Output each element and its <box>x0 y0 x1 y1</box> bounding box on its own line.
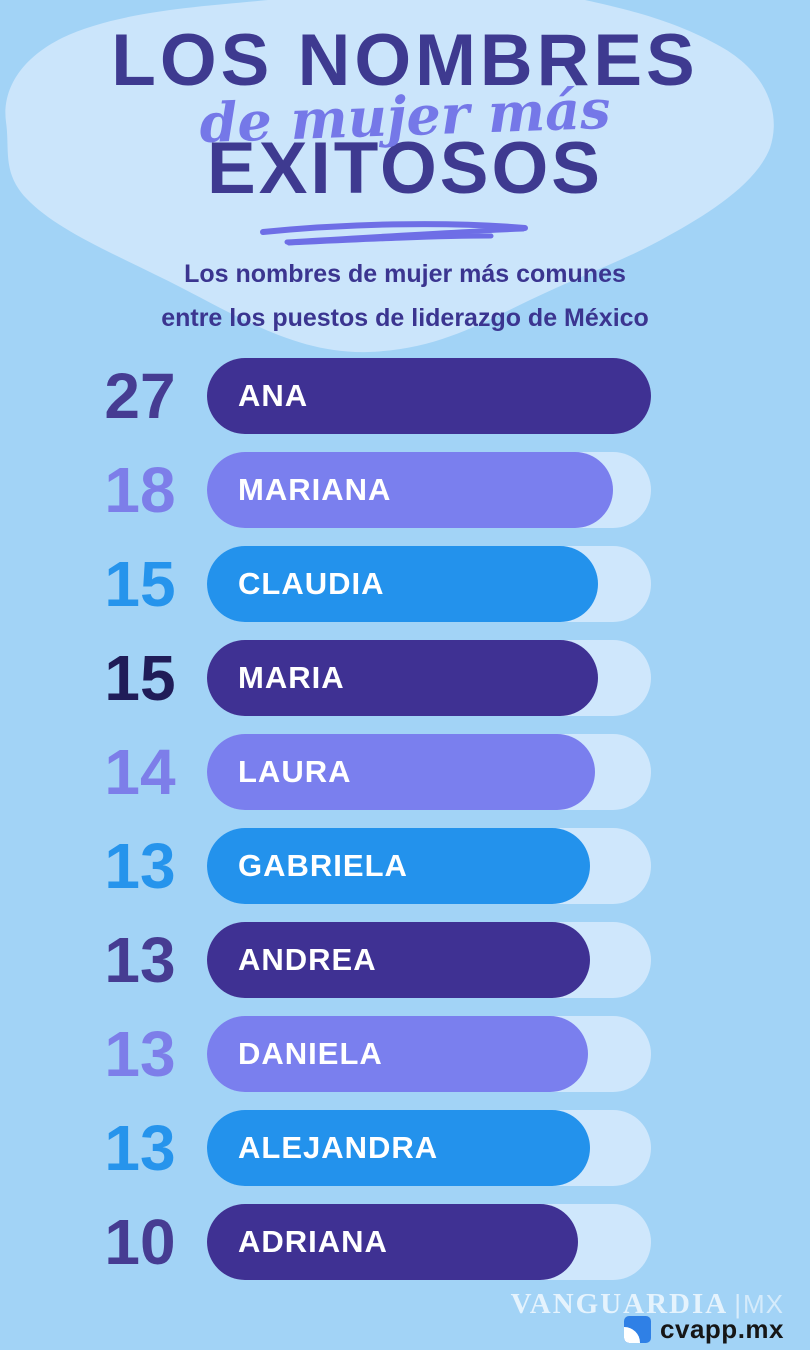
row-label: ADRIANA <box>238 1224 388 1259</box>
vanguardia-mx-text: MX <box>743 1289 784 1319</box>
row-bar: CLAUDIA <box>207 546 598 622</box>
row-value: 10 <box>104 1206 176 1278</box>
page-title-line2: EXITOSOS <box>207 128 603 210</box>
row-label: LAURA <box>238 754 352 789</box>
row-bar: GABRIELA <box>207 828 590 904</box>
chart-row: 13 ANDREA <box>0 913 810 1007</box>
chart-row: 18 MARIANA <box>0 443 810 537</box>
chart-row: 13 GABRIELA <box>0 819 810 913</box>
row-value: 13 <box>104 830 176 902</box>
row-bar: ADRIANA <box>207 1204 578 1280</box>
brand-separator: | <box>734 1289 741 1319</box>
subtitle-line2: entre los puestos de liderazgo de México <box>161 304 649 332</box>
row-label: MARIA <box>238 660 345 695</box>
row-label: ALEJANDRA <box>238 1130 439 1165</box>
chart-row: 15 MARIA <box>0 631 810 725</box>
page-title-line1: LOS NOMBRES <box>111 20 699 101</box>
row-label: ANDREA <box>238 942 377 977</box>
chart-row: 15 CLAUDIA <box>0 537 810 631</box>
vanguardia-logo: VANGUARDIA |MX <box>511 1288 784 1321</box>
row-bar: LAURA <box>207 734 595 810</box>
chart-row: 13 DANIELA <box>0 1007 810 1101</box>
row-value: 27 <box>104 360 176 432</box>
subtitle-line1: Los nombres de mujer más comunes <box>184 260 626 288</box>
row-value: 14 <box>104 736 176 808</box>
row-bar: MARIA <box>207 640 598 716</box>
row-bar: ANA <box>207 358 651 434</box>
row-bar: ALEJANDRA <box>207 1110 590 1186</box>
chart-row: 14 LAURA <box>0 725 810 819</box>
cvapp-text: cvapp.mx <box>660 1314 784 1344</box>
row-label: DANIELA <box>238 1036 383 1071</box>
row-value: 15 <box>104 642 176 714</box>
row-bar: DANIELA <box>207 1016 588 1092</box>
row-value: 13 <box>104 924 176 996</box>
title-underline-squiggle-icon <box>260 221 528 246</box>
row-bar: MARIANA <box>207 452 613 528</box>
header: LOS NOMBRES de mujer más EXITOSOS <box>0 24 810 205</box>
row-bar: ANDREA <box>207 922 590 998</box>
row-value: 18 <box>104 454 176 526</box>
bar-chart: 27 ANA 18 MARIANA 15 CLAUDIA 15 MARIA 14 LAURA 13 G… <box>0 349 810 1289</box>
chart-row: 13 ALEJANDRA <box>0 1101 810 1195</box>
chart-row: 27 ANA <box>0 349 810 443</box>
row-value: 13 <box>104 1112 176 1184</box>
subtitle: Los nombres de mujer más comunes entre l… <box>0 252 810 340</box>
chart-row: 10 ADRIANA <box>0 1195 810 1289</box>
cvapp-logo: cvapp.mx <box>624 1314 784 1345</box>
vanguardia-text: VANGUARDIA <box>510 1288 729 1320</box>
row-label: ANA <box>238 378 309 413</box>
row-label: GABRIELA <box>238 848 408 883</box>
row-value: 13 <box>104 1018 176 1090</box>
cvapp-icon <box>624 1316 652 1343</box>
row-label: CLAUDIA <box>238 566 385 601</box>
row-label: MARIANA <box>238 472 392 507</box>
row-value: 15 <box>104 548 176 620</box>
